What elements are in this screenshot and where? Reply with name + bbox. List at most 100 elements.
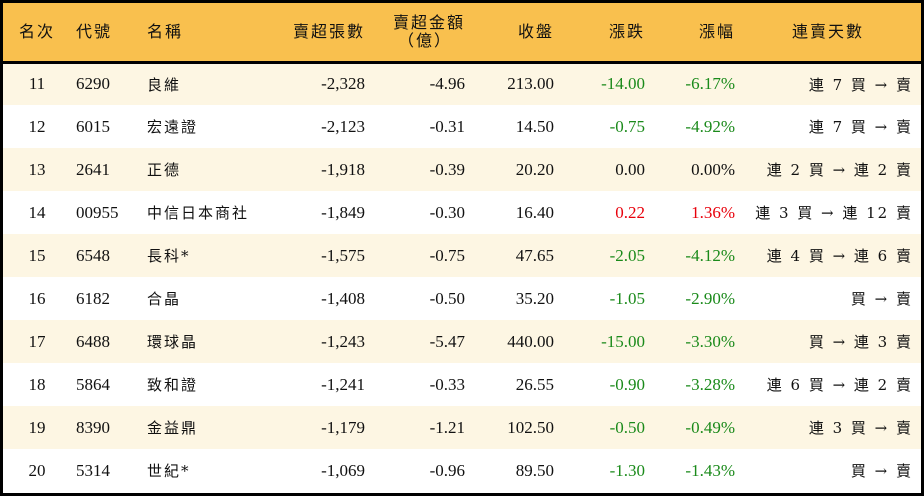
cell-rank: 20 <box>3 449 71 492</box>
cell-name: 長科* <box>143 234 253 277</box>
cell-pct: -1.43% <box>645 449 735 492</box>
cell-close: 102.50 <box>465 406 554 449</box>
header-name: 名稱 <box>143 3 253 64</box>
cell-streak: 連 4 買 → 連 6 賣 <box>735 234 921 277</box>
cell-code: 00955 <box>71 191 143 234</box>
cell-close: 440.00 <box>465 320 554 363</box>
cell-pct: -3.30% <box>645 320 735 363</box>
cell-rank: 13 <box>3 148 71 191</box>
cell-name: 致和證 <box>143 363 253 406</box>
cell-name: 世紀* <box>143 449 253 492</box>
cell-code: 6015 <box>71 105 143 148</box>
cell-rank: 16 <box>3 277 71 320</box>
cell-sell-volume: -2,328 <box>253 62 365 105</box>
cell-streak: 買 → 連 3 賣 <box>735 320 921 363</box>
header-sell-amount: 賣超金額 （億） <box>365 3 465 64</box>
cell-rank: 19 <box>3 406 71 449</box>
table-row: 15 6548 長科* -1,575 -0.75 47.65 -2.05 -4.12% 連 4 … <box>3 234 921 277</box>
cell-sell-amount: -1.21 <box>365 406 465 449</box>
cell-streak: 連 2 買 → 連 2 賣 <box>735 148 921 191</box>
cell-code: 8390 <box>71 406 143 449</box>
cell-close: 89.50 <box>465 449 554 492</box>
cell-name: 正德 <box>143 148 253 191</box>
cell-sell-amount: -0.96 <box>365 449 465 492</box>
header-streak: 連賣天數 <box>735 3 921 64</box>
cell-sell-volume: -1,849 <box>253 191 365 234</box>
cell-close: 26.55 <box>465 363 554 406</box>
cell-change: -1.05 <box>554 277 645 320</box>
cell-code: 6182 <box>71 277 143 320</box>
cell-sell-amount: -0.30 <box>365 191 465 234</box>
cell-name: 良維 <box>143 62 253 105</box>
cell-sell-amount: -5.47 <box>365 320 465 363</box>
cell-streak: 連 6 買 → 連 2 賣 <box>735 363 921 406</box>
header-code: 代號 <box>71 3 143 64</box>
cell-pct: -0.49% <box>645 406 735 449</box>
cell-sell-volume: -2,123 <box>253 105 365 148</box>
cell-change: -15.00 <box>554 320 645 363</box>
cell-close: 16.40 <box>465 191 554 234</box>
cell-close: 20.20 <box>465 148 554 191</box>
cell-pct: 1.36% <box>645 191 735 234</box>
cell-name: 合晶 <box>143 277 253 320</box>
cell-sell-volume: -1,918 <box>253 148 365 191</box>
cell-streak: 買 → 賣 <box>735 449 921 492</box>
table-row: 12 6015 宏遠證 -2,123 -0.31 14.50 -0.75 -4.92% 連 7 … <box>3 105 921 148</box>
cell-pct: -4.12% <box>645 234 735 277</box>
cell-change: -0.75 <box>554 105 645 148</box>
cell-sell-amount: -4.96 <box>365 62 465 105</box>
cell-close: 35.20 <box>465 277 554 320</box>
cell-name: 金益鼎 <box>143 406 253 449</box>
header-row: 名次 代號 名稱 賣超張數 賣超金額 （億） 收盤 漲跌 漲幅 連賣天數 <box>3 3 921 64</box>
cell-code: 5864 <box>71 363 143 406</box>
cell-change: -0.90 <box>554 363 645 406</box>
table-row: 19 8390 金益鼎 -1,179 -1.21 102.50 -0.50 -0.49% 連 3… <box>3 406 921 449</box>
header-sell-amount-unit: （億） <box>397 30 452 50</box>
cell-sell-amount: -0.31 <box>365 105 465 148</box>
cell-name: 中信日本商社 <box>143 191 253 234</box>
cell-rank: 12 <box>3 105 71 148</box>
table-row: 20 5314 世紀* -1,069 -0.96 89.50 -1.30 -1.43% 買 → … <box>3 449 921 492</box>
cell-sell-amount: -0.75 <box>365 234 465 277</box>
cell-rank: 17 <box>3 320 71 363</box>
header-sell-volume: 賣超張數 <box>253 3 365 64</box>
cell-sell-volume: -1,241 <box>253 363 365 406</box>
header-pct: 漲幅 <box>645 3 735 64</box>
cell-change: -2.05 <box>554 234 645 277</box>
table-row: 18 5864 致和證 -1,241 -0.33 26.55 -0.90 -3.28% 連 6 … <box>3 363 921 406</box>
cell-change: -0.50 <box>554 406 645 449</box>
cell-sell-amount: -0.33 <box>365 363 465 406</box>
cell-code: 6488 <box>71 320 143 363</box>
cell-sell-amount: -0.39 <box>365 148 465 191</box>
cell-close: 47.65 <box>465 234 554 277</box>
cell-pct: -6.17% <box>645 62 735 105</box>
cell-change: -1.30 <box>554 449 645 492</box>
cell-streak: 連 7 買 → 賣 <box>735 105 921 148</box>
cell-pct: -2.90% <box>645 277 735 320</box>
cell-sell-volume: -1,069 <box>253 449 365 492</box>
table-row: 14 00955 中信日本商社 -1,849 -0.30 16.40 0.22 1.36% 連 … <box>3 191 921 234</box>
table-row: 17 6488 環球晶 -1,243 -5.47 440.00 -15.00 -3.30% 買 … <box>3 320 921 363</box>
cell-close: 213.00 <box>465 62 554 105</box>
cell-change: 0.00 <box>554 148 645 191</box>
cell-streak: 連 3 買 → 連 12 賣 <box>735 191 921 234</box>
cell-pct: 0.00% <box>645 148 735 191</box>
cell-name: 環球晶 <box>143 320 253 363</box>
header-sell-amount-label: 賣超金額 <box>392 12 465 32</box>
cell-rank: 14 <box>3 191 71 234</box>
cell-sell-volume: -1,243 <box>253 320 365 363</box>
cell-code: 6290 <box>71 62 143 105</box>
cell-rank: 11 <box>3 62 71 105</box>
cell-streak: 買 → 賣 <box>735 277 921 320</box>
cell-sell-volume: -1,179 <box>253 406 365 449</box>
cell-pct: -4.92% <box>645 105 735 148</box>
table-row: 13 2641 正德 -1,918 -0.39 20.20 0.00 0.00% 連 2 買 →… <box>3 148 921 191</box>
cell-pct: -3.28% <box>645 363 735 406</box>
cell-streak: 連 7 買 → 賣 <box>735 62 921 105</box>
cell-change: -14.00 <box>554 62 645 105</box>
table-row: 11 6290 良維 -2,328 -4.96 213.00 -14.00 -6.17% 連 7… <box>3 62 921 105</box>
cell-streak: 連 3 買 → 賣 <box>735 406 921 449</box>
cell-sell-volume: -1,575 <box>253 234 365 277</box>
header-rank: 名次 <box>3 3 71 64</box>
